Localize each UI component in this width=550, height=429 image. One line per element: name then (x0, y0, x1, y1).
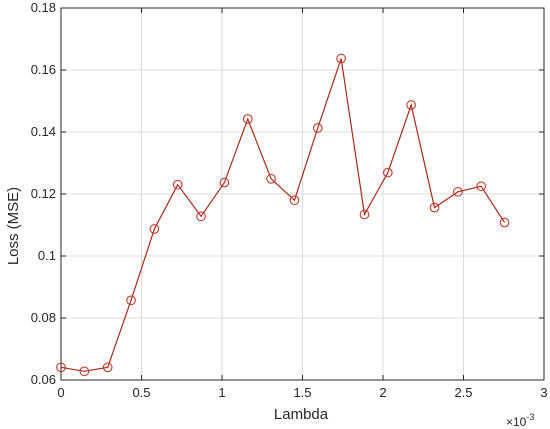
data-point (336, 53, 346, 64)
data-point (196, 211, 206, 222)
x-tick-label: 0.5 (132, 385, 150, 400)
y-tick-label: 0.16 (31, 62, 56, 77)
x-exponent-label: ×10-3 (506, 412, 534, 429)
x-tick-label: 2 (379, 385, 386, 400)
data-point (453, 186, 463, 197)
data-point (149, 224, 160, 234)
y-tick-label: 0.06 (31, 372, 56, 387)
data-point (429, 202, 440, 213)
grid (60, 7, 545, 381)
x-tick-label: 3 (540, 385, 547, 400)
y-tick-label: 0.1 (38, 248, 56, 263)
x-tick-label: 1 (218, 385, 225, 400)
data-point (56, 362, 66, 373)
y-tick-label: 0.12 (31, 186, 56, 201)
data-point (172, 179, 183, 190)
x-tick-label: 1.5 (293, 385, 311, 400)
data-point (312, 123, 323, 133)
data-point (242, 114, 253, 124)
data-point (382, 167, 393, 178)
axes: 0 0.5 1 1.5 2 2.5 3 0.06 0.08 0.1 0.12 0.14 0.16 0.18 (31, 0, 548, 400)
y-tick-label: 0.18 (31, 0, 56, 15)
data-point (266, 173, 276, 184)
x-tick-label: 0 (57, 385, 64, 400)
x-tick-label: 2.5 (454, 385, 472, 400)
labels: Lambda Loss (MSE) ×10-3 (5, 187, 534, 429)
data-point (406, 100, 417, 110)
y-axis-label: Loss (MSE) (5, 187, 22, 265)
data-point (499, 217, 510, 228)
y-tick-label: 0.08 (31, 310, 56, 325)
data-point (79, 366, 90, 377)
series (56, 53, 510, 377)
data-point (359, 209, 370, 220)
data-point (102, 362, 113, 373)
plot-box (60, 7, 545, 381)
x-exponent-base: ×10 (506, 415, 527, 429)
x-exponent-power: -3 (526, 412, 534, 422)
data-point (289, 195, 300, 206)
y-tick-label: 0.14 (31, 124, 56, 139)
data-point (219, 177, 230, 188)
series-line (60, 58, 506, 372)
x-axis-label: Lambda (274, 406, 329, 423)
data-point (476, 181, 487, 192)
data-point (126, 295, 136, 306)
